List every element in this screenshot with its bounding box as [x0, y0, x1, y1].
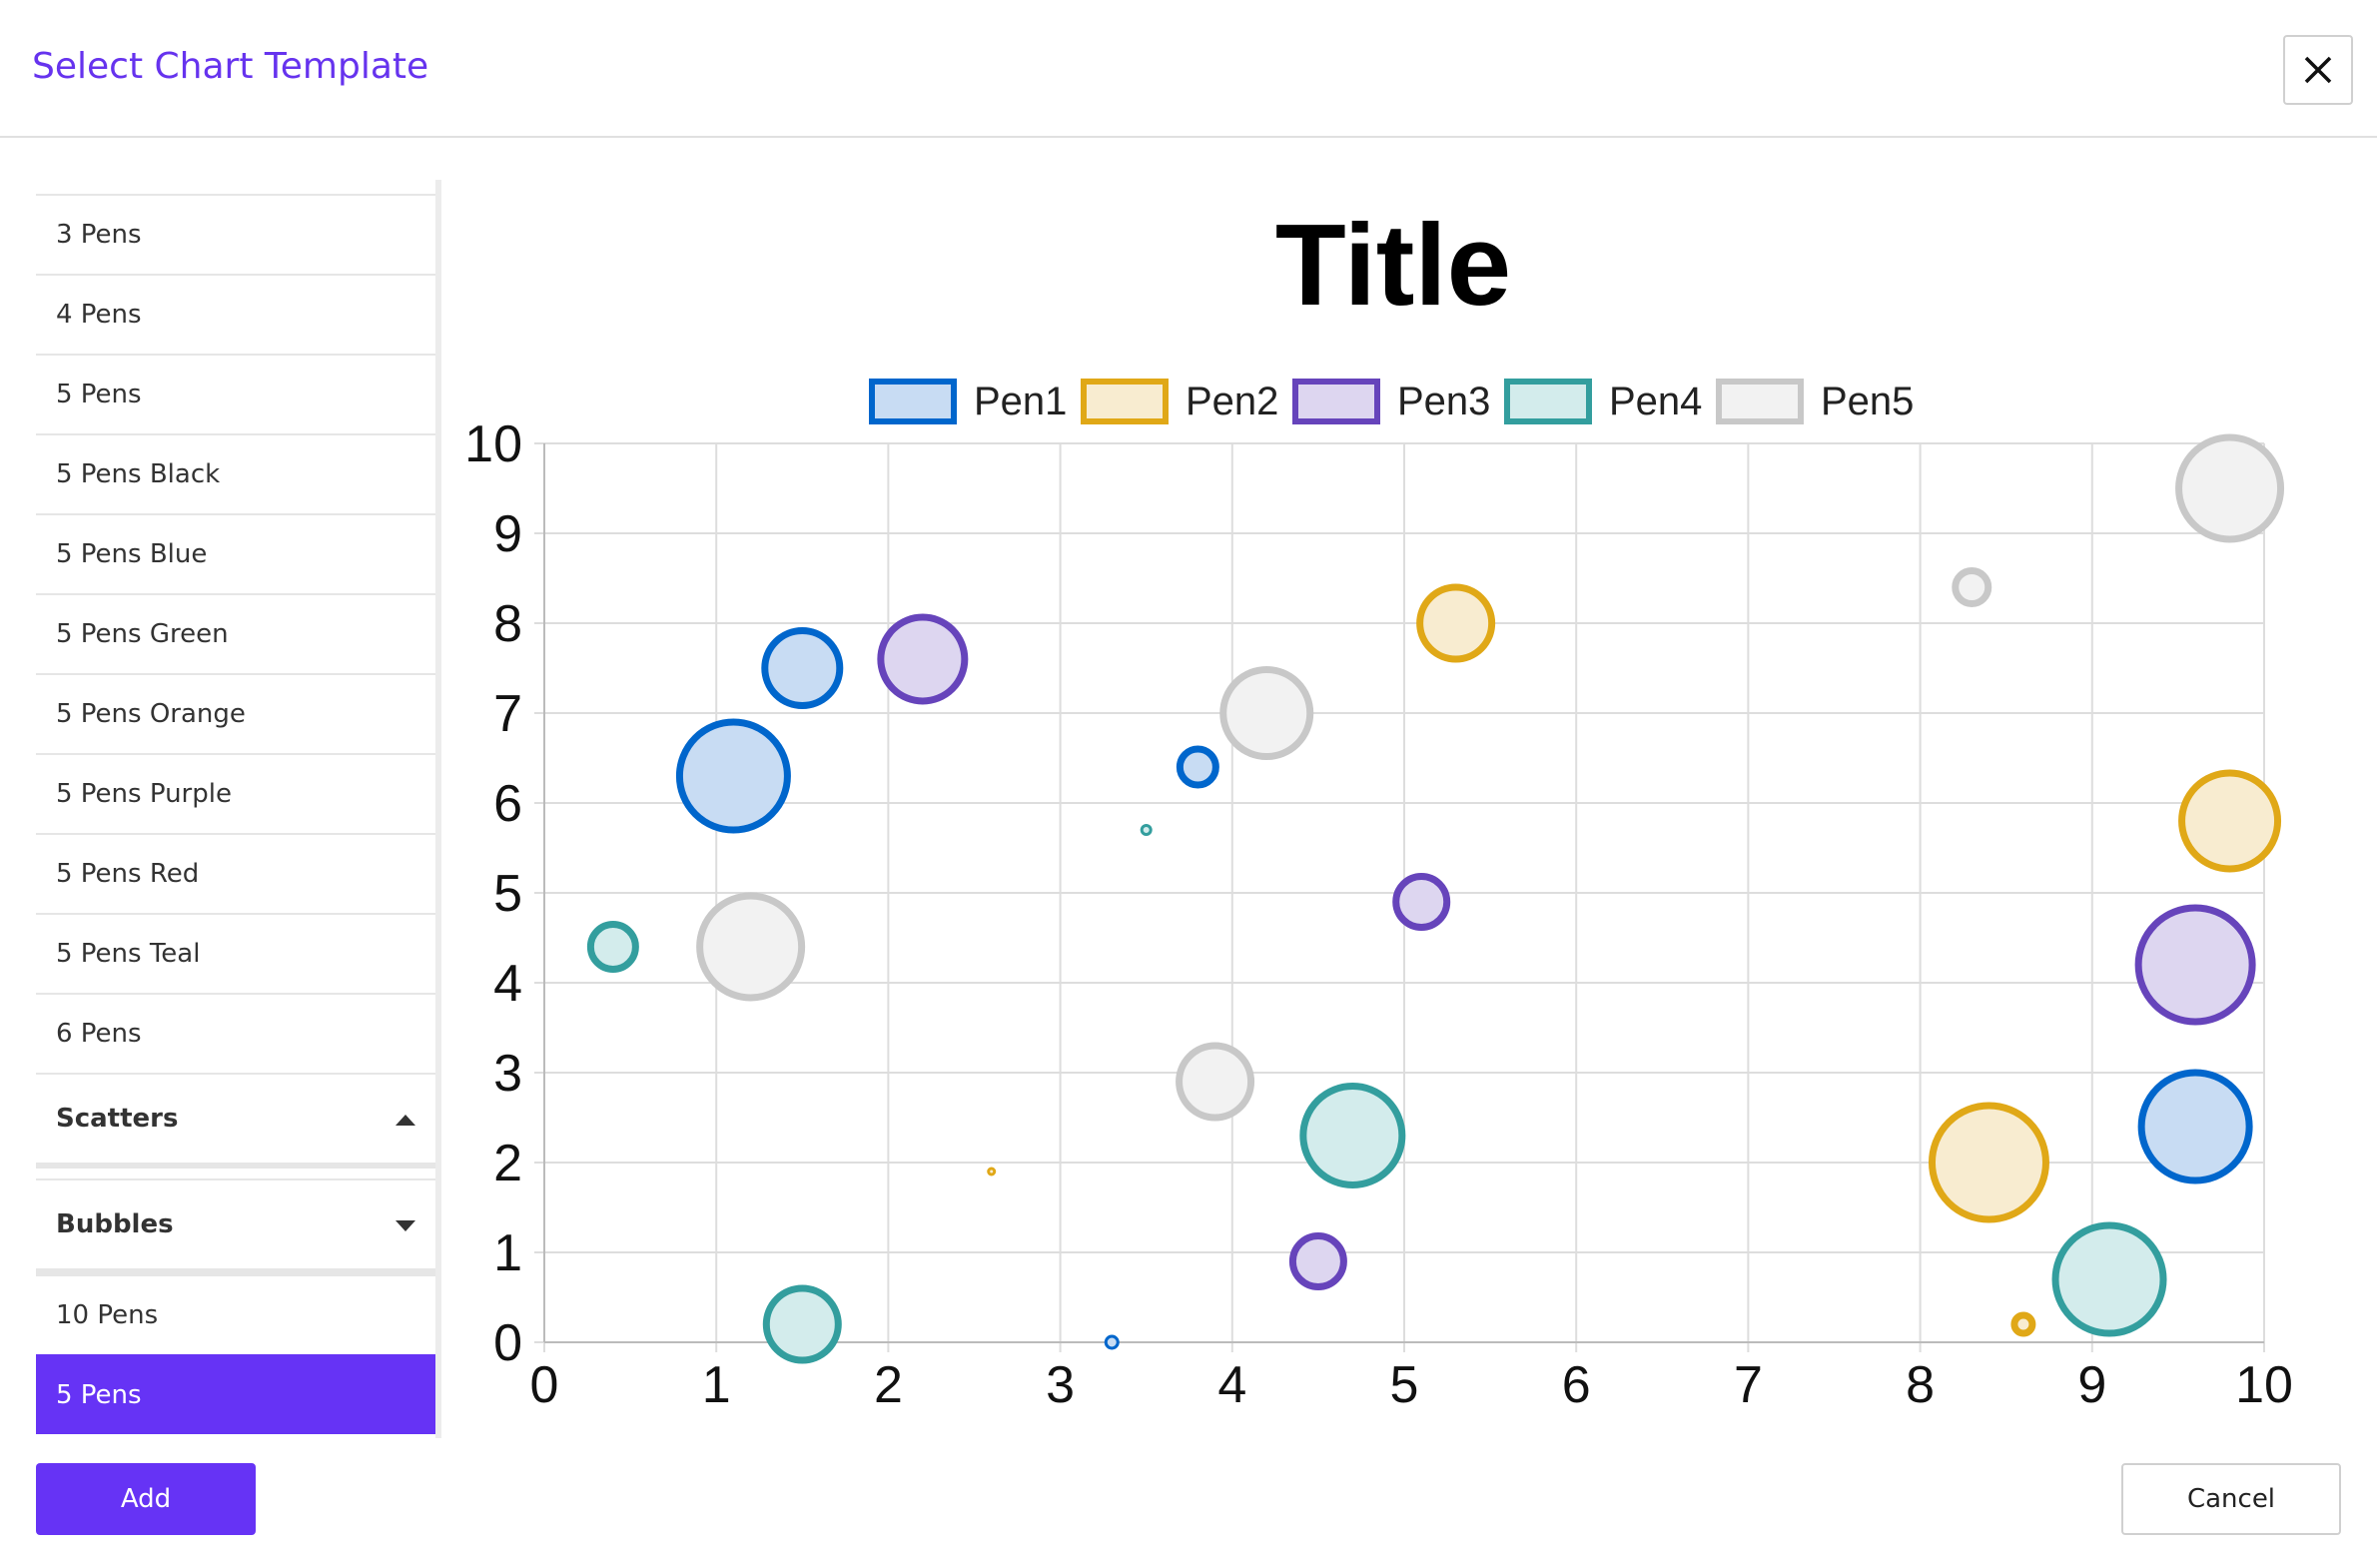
section-bubbles[interactable]: Bubbles: [36, 1178, 435, 1274]
bubble-point: [1219, 666, 1314, 760]
bubble-point: [1176, 1042, 1255, 1122]
caret-down-icon: [396, 1220, 415, 1231]
dialog-header: Select Chart Template: [0, 0, 2377, 138]
legend-label: Pen3: [1397, 380, 1490, 423]
x-tick-label: 1: [702, 1356, 731, 1414]
y-tick-label: 2: [493, 1135, 522, 1192]
y-tick-label: 0: [493, 1314, 522, 1372]
bubble-point: [2051, 1221, 2167, 1337]
bubble-point: [1392, 873, 1451, 931]
bubble-point: [761, 627, 844, 709]
bubble-point: [987, 1167, 997, 1176]
close-button[interactable]: [2283, 35, 2353, 105]
bubble-point: [2134, 904, 2256, 1026]
legend-label: Pen5: [1821, 380, 1914, 423]
list-item-selected[interactable]: 5 Pens: [36, 1354, 435, 1434]
bubble-chart: Title 0 1 2 3 4 5 6 7 8 9 10 0 1 2 3 4 5 6 7 8 9 10 Pen1 Pen2 P…: [464, 200, 2293, 1414]
bubble-point: [1952, 567, 1992, 607]
sidebar-scrollbar[interactable]: [435, 180, 441, 1438]
y-tick-label: 6: [493, 775, 522, 833]
close-icon: [2304, 56, 2332, 84]
x-tick-label: 9: [2077, 1356, 2106, 1414]
list-item[interactable]: 5 Pens Red: [36, 833, 435, 913]
list-item[interactable]: 6 Pens: [36, 993, 435, 1073]
list-item[interactable]: 5 Pens Black: [36, 433, 435, 513]
y-tick-label: 5: [493, 865, 522, 923]
legend-swatch: [1716, 379, 1804, 424]
list-item[interactable]: 5 Pens Purple: [36, 753, 435, 833]
list-item[interactable]: 3 Pens: [36, 194, 435, 274]
list-item[interactable]: 5 Pens Teal: [36, 913, 435, 993]
x-tick-label: 10: [2235, 1356, 2293, 1414]
legend-swatch: [1504, 379, 1592, 424]
y-tick-label: 8: [493, 595, 522, 653]
list-item[interactable]: 10 Pens: [36, 1274, 435, 1354]
y-tick-label: 1: [493, 1224, 522, 1282]
list-item[interactable]: 5 Pens: [36, 354, 435, 433]
add-button[interactable]: Add: [36, 1463, 256, 1535]
x-tick-label: 7: [1734, 1356, 1763, 1414]
bubble-point: [877, 613, 969, 705]
bubble-point: [2010, 1311, 2036, 1337]
bubble-point: [2137, 1069, 2253, 1184]
x-tick-label: 5: [1390, 1356, 1419, 1414]
list-item[interactable]: 5 Pens Green: [36, 593, 435, 673]
bubble-point: [675, 718, 791, 834]
bubble-point: [1140, 824, 1153, 836]
legend-label: Pen1: [974, 380, 1067, 423]
bubble-point: [1416, 583, 1496, 663]
legend-label: Pen2: [1186, 380, 1278, 423]
list-item[interactable]: 5 Pens Orange: [36, 673, 435, 753]
x-tick-label: 0: [530, 1356, 559, 1414]
bubble-point: [696, 892, 806, 1002]
bubble-point: [1104, 1334, 1120, 1350]
x-tick-label: 4: [1217, 1356, 1246, 1414]
dialog-title: Select Chart Template: [32, 46, 429, 87]
y-tick-label: 10: [464, 415, 522, 473]
y-tick-label: 4: [493, 955, 522, 1013]
bubble-point: [2175, 433, 2285, 543]
legend-swatch: [1081, 379, 1169, 424]
list-item[interactable]: 4 Pens: [36, 274, 435, 354]
x-tick-label: 6: [1562, 1356, 1591, 1414]
section-label: Bubbles: [56, 1209, 174, 1239]
bubble-point: [762, 1284, 842, 1364]
section-scatters[interactable]: Scatters: [36, 1073, 435, 1169]
bubble-point: [1176, 745, 1219, 789]
y-tick-label: 9: [493, 505, 522, 563]
section-label: Scatters: [56, 1104, 179, 1134]
y-tick-label: 7: [493, 685, 522, 743]
legend-label: Pen4: [1609, 380, 1702, 423]
chart-title: Title: [1275, 200, 1511, 330]
caret-up-icon: [396, 1115, 415, 1126]
cancel-button[interactable]: Cancel: [2121, 1463, 2341, 1535]
legend-swatch: [1292, 379, 1380, 424]
x-tick-label: 8: [1906, 1356, 1935, 1414]
bubble-point: [1928, 1102, 2049, 1223]
x-tick-label: 3: [1046, 1356, 1075, 1414]
bubble-point: [1288, 1232, 1347, 1290]
bubble-point: [1299, 1083, 1406, 1188]
bubble-point: [586, 921, 639, 973]
x-tick-label: 2: [874, 1356, 903, 1414]
list-item[interactable]: 5 Pens Blue: [36, 513, 435, 593]
y-tick-label: 3: [493, 1045, 522, 1103]
bubble-point: [2178, 769, 2282, 873]
legend-swatch: [869, 379, 957, 424]
template-list: 3 Pens 4 Pens 5 Pens 5 Pens Black 5 Pens…: [36, 180, 435, 1438]
